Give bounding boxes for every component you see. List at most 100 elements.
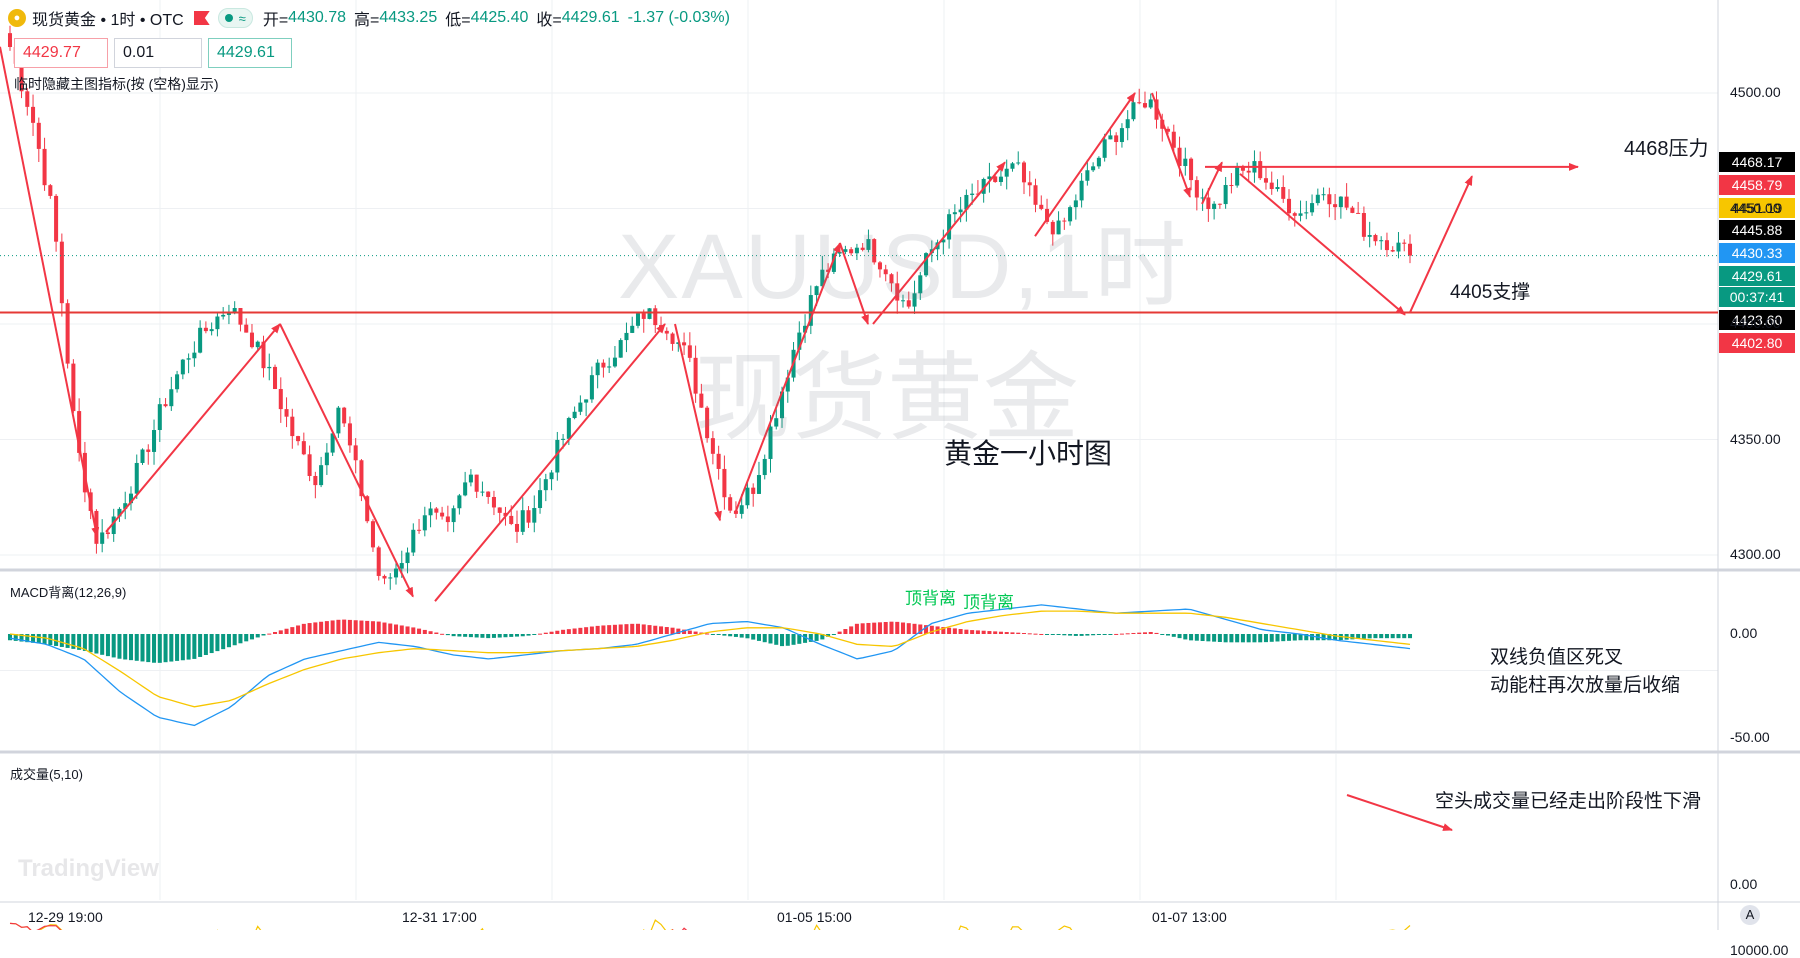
candle (630, 325, 635, 333)
macd-bar (146, 634, 151, 663)
macd-bar (1200, 634, 1205, 642)
macd-bar (768, 634, 773, 644)
macd-bar (630, 623, 635, 634)
macd-bar (676, 628, 681, 634)
candle (538, 490, 543, 509)
macd-bar (1108, 634, 1113, 635)
candle (1056, 220, 1061, 235)
candle (705, 407, 710, 439)
price-label: 4423.60 (1719, 310, 1795, 330)
change-value: -1.37 (-0.03%) (627, 9, 730, 26)
candle (739, 505, 744, 514)
macd-bar (497, 634, 502, 638)
macd-bar (970, 630, 975, 634)
macd-bar (1258, 634, 1263, 643)
candle (900, 300, 906, 302)
macd-bar (820, 634, 825, 640)
axis-tick-label: 4400.00 (1730, 315, 1781, 331)
macd-bar (284, 628, 289, 634)
macd-bar (163, 634, 168, 663)
macd-bar (249, 634, 254, 640)
macd-bar (88, 634, 93, 653)
candle (1102, 139, 1107, 158)
macd-bar (388, 623, 393, 634)
candle (36, 122, 41, 149)
quantity-input[interactable]: 0.01 (114, 38, 202, 68)
candle (261, 341, 266, 369)
macd-bar (59, 634, 64, 647)
candle (1085, 170, 1090, 181)
volume-note: 空头成交量已经走出阶段性下滑 (1435, 791, 1702, 812)
tradingview-logo: TradingView (18, 855, 159, 882)
macd-bar (336, 619, 341, 634)
macd-bar (618, 624, 623, 634)
macd-bar (1373, 634, 1378, 639)
macd-bar (1154, 632, 1159, 634)
macd-bar (198, 634, 203, 657)
candle (25, 91, 30, 107)
macd-bar (463, 634, 468, 637)
candle (54, 195, 59, 242)
price-label: 4468.17 (1719, 152, 1795, 172)
macd-bar (889, 621, 894, 634)
candle (1384, 240, 1389, 251)
candle (474, 474, 479, 492)
candle (267, 366, 272, 369)
macd-bar (1223, 634, 1228, 643)
candle (388, 577, 393, 579)
macd-bar (1062, 634, 1067, 636)
macd-bar (514, 634, 520, 637)
macd-bar (1131, 632, 1136, 634)
macd-bar (134, 634, 139, 661)
candle (584, 399, 589, 403)
macd-bar (664, 627, 669, 634)
macd-bar (826, 634, 831, 637)
sell-button[interactable]: 4429.77 (14, 38, 108, 68)
candle (520, 510, 525, 532)
candle (1379, 240, 1384, 242)
candle (670, 333, 675, 344)
macd-bar (584, 627, 589, 634)
market-status-pill[interactable]: ≈ (217, 8, 253, 28)
macd-bar (1235, 634, 1240, 643)
auto-scale-button[interactable]: A (1740, 905, 1760, 925)
volume-title[interactable]: 成交量(5,10) (10, 767, 83, 782)
candle (618, 340, 623, 358)
macd-bar (1212, 634, 1217, 642)
axis-tick-label: 0.00 (1730, 625, 1758, 641)
candle (1039, 204, 1044, 209)
price-label: 4402.80 (1719, 333, 1795, 353)
macd-bar (682, 629, 687, 634)
macd-bar (532, 634, 537, 635)
macd-bar (762, 634, 767, 643)
buy-button[interactable]: 4429.61 (208, 38, 292, 68)
candle (232, 308, 237, 313)
macd-bar (860, 623, 865, 634)
macd-bar (313, 622, 318, 634)
macd-bar (157, 634, 162, 663)
macd-bar (929, 625, 934, 634)
macd-bar (728, 634, 733, 637)
macd-bar (566, 629, 571, 634)
macd-bar (756, 634, 761, 641)
macd-bar (261, 634, 266, 636)
macd-bar (595, 625, 600, 634)
indicator-hint[interactable]: 临时隐藏主图指标(按 (空格)显示) (14, 76, 219, 92)
macd-bar (831, 634, 836, 635)
candle (163, 404, 168, 407)
candle (1269, 182, 1274, 190)
candle (641, 313, 646, 319)
macd-bar (342, 619, 347, 634)
flag-icon[interactable] (193, 11, 210, 25)
candle (146, 449, 151, 452)
candle (434, 508, 439, 513)
macd-bar (382, 622, 387, 634)
symbol-title[interactable]: 现货黄金 • 1时 • OTC (32, 12, 184, 29)
candle (1281, 187, 1286, 199)
macd-title[interactable]: MACD背离(12,26,9) (10, 585, 127, 600)
candle (797, 332, 802, 350)
chart-canvas[interactable] (0, 0, 1800, 930)
macd-bar (941, 627, 946, 634)
candle (1338, 196, 1343, 208)
candle (307, 454, 312, 476)
